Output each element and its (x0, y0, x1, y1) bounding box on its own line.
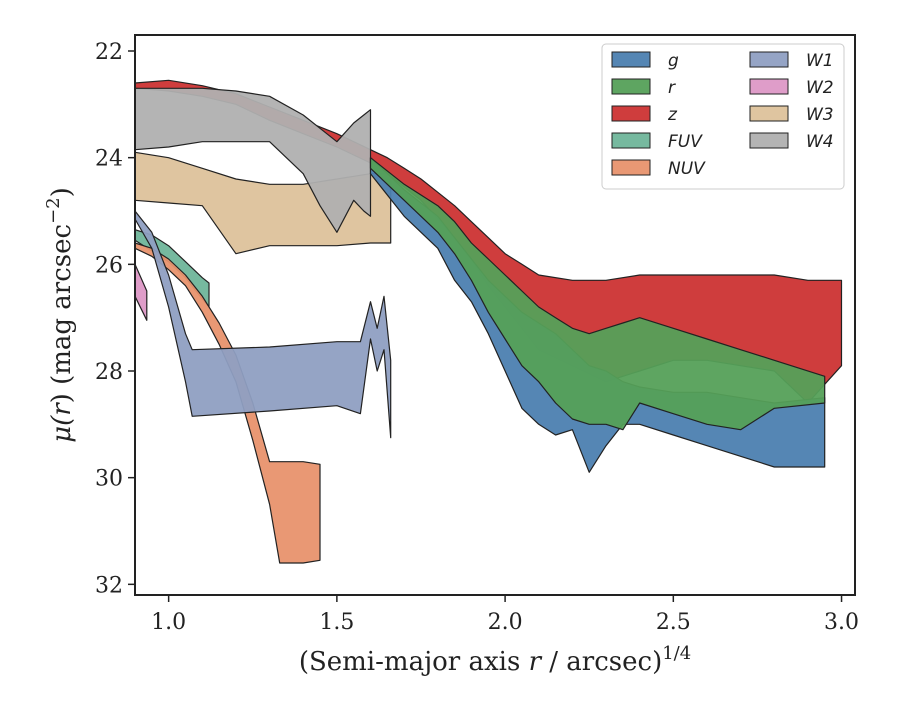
legend-label-g: g (668, 51, 679, 71)
y-tick-label: 28 (95, 360, 123, 385)
band-w4 (134, 87, 372, 233)
legend-label-w4: W4 (806, 132, 834, 152)
legend-swatch-r (611, 78, 651, 95)
band-w3 (134, 151, 392, 255)
legend: grz FUV NUV W1 W2 W3 W4 (601, 43, 845, 190)
bands-layer (134, 79, 843, 564)
y-axis-label: μ(r) (mag arcsec−2) (43, 187, 77, 443)
y-tick-label: 24 (95, 147, 123, 172)
y-tick-label: 30 (95, 467, 123, 492)
x-tick-label: 2.5 (656, 610, 691, 635)
y-tick-label: 32 (95, 573, 123, 598)
x-axis-label: (Semi-major axis r / arcsec)1/4 (299, 643, 691, 677)
x-tick-label: 3.0 (824, 610, 859, 635)
legend-label-w2: W2 (806, 78, 834, 98)
legend-label-w1: W1 (806, 51, 834, 71)
ticks-layer: 1.0 1.5 2.0 2.5 3.0 22 24 26 28 30 32 (95, 40, 859, 635)
legend-swatch-z (611, 105, 651, 122)
legend-swatch-nuv (611, 159, 651, 176)
legend-label-r: r (668, 78, 676, 98)
y-tick-label: 26 (95, 253, 123, 278)
legend-swatch-w2 (749, 78, 789, 95)
x-tick-label: 2.0 (488, 610, 523, 635)
x-tick-label: 1.5 (319, 610, 354, 635)
legend-label-w3: W3 (806, 105, 834, 125)
legend-swatch-g (611, 51, 651, 68)
legend-swatch-w1 (749, 51, 789, 68)
legend-label-fuv: FUV (668, 132, 703, 152)
legend-swatch-fuv (611, 132, 651, 149)
legend-swatch-w4 (749, 132, 789, 149)
legend-label-nuv: NUV (668, 159, 706, 179)
band-nuv (134, 242, 321, 564)
y-tick-label: 22 (95, 40, 123, 65)
plot-frame (134, 34, 856, 596)
band-w1 (134, 210, 392, 439)
x-tick-label: 1.0 (151, 610, 186, 635)
legend-swatch-w3 (749, 105, 789, 122)
band-r (369, 157, 826, 431)
legend-label-z: z (667, 105, 678, 125)
